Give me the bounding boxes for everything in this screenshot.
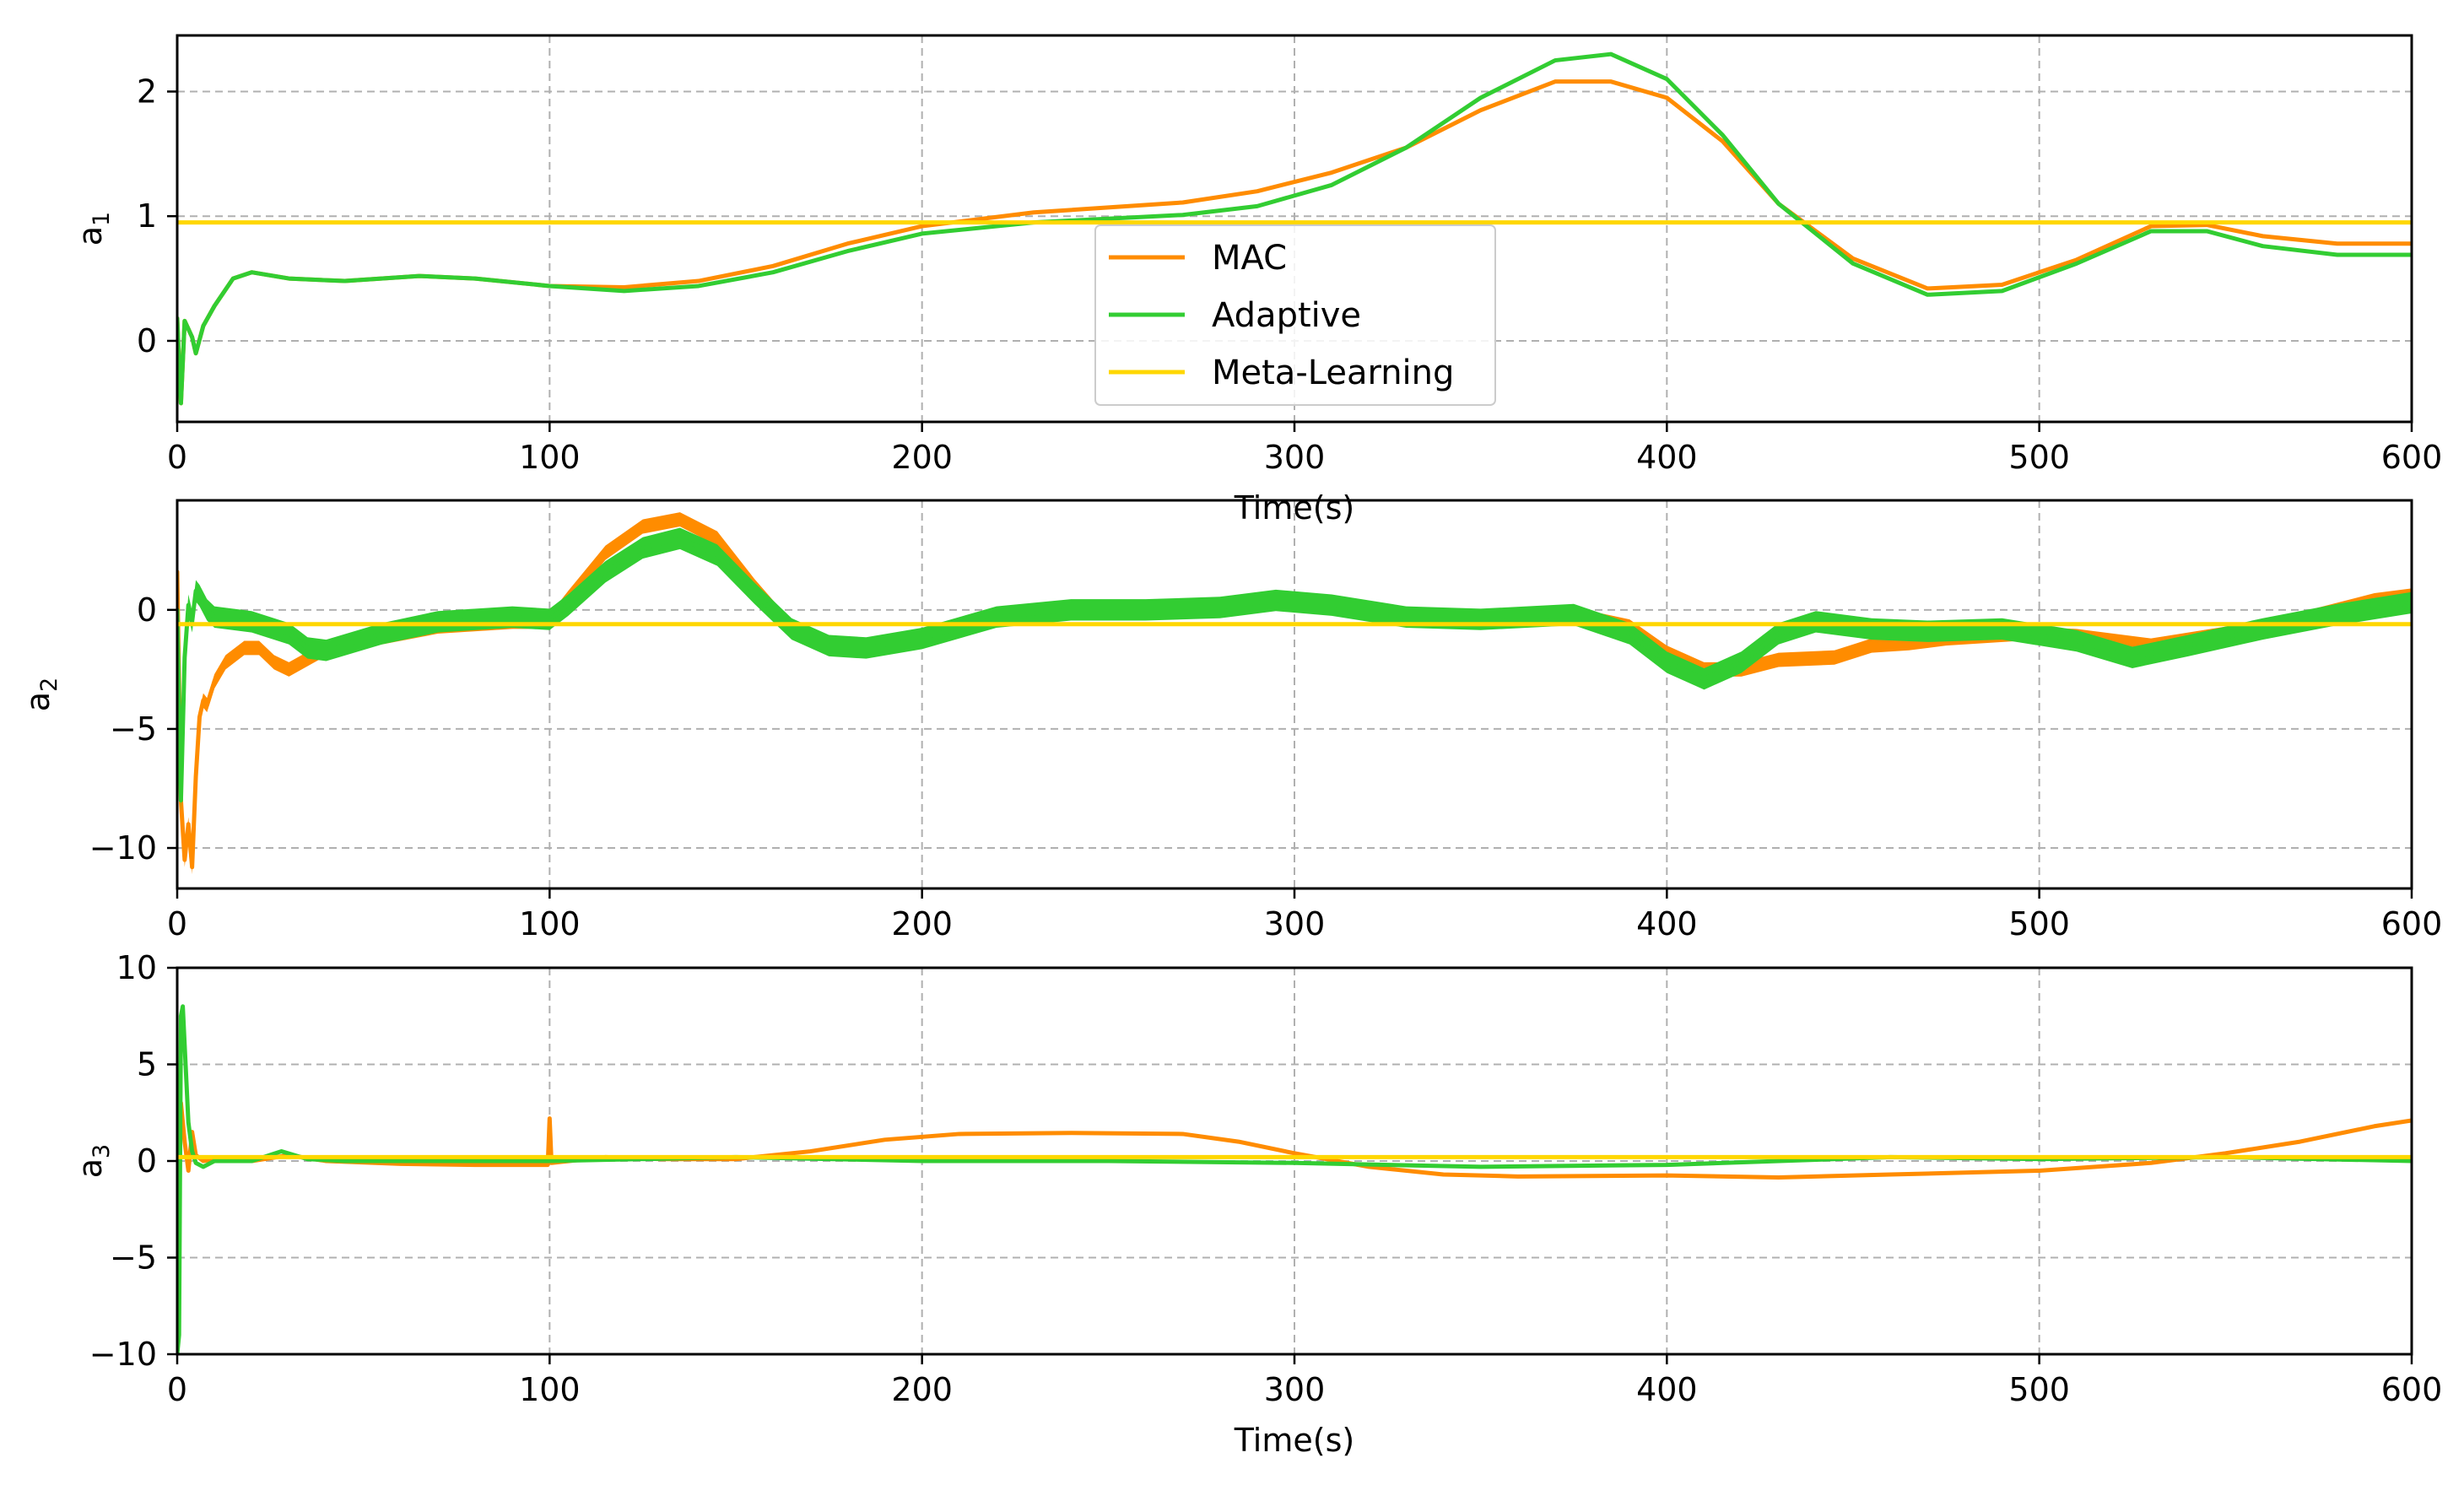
x-tick-label-a1-200: 200 [891,439,953,476]
y-tick-label-a1-1: 1 [137,197,157,235]
y-axis-label-base: a [72,1158,109,1178]
x-tick-label-a2-600: 600 [2381,905,2443,942]
x-tick-label-a2-500: 500 [2008,905,2070,942]
x-tick-label-a1-0: 0 [167,439,187,476]
y-axis-label-base: a [19,692,57,711]
legend-box [1094,224,1496,406]
x-tick-label-a3-600: 600 [2381,1371,2443,1408]
y-axis-label-a2: a2 [19,678,62,711]
y-tick-label-a3-3: −5 [110,1239,157,1277]
y-tick-label-a2-1: −5 [110,710,157,748]
x-tick-label-a2-100: 100 [519,905,581,942]
x-tick-label-a2-400: 400 [1636,905,1698,942]
x-tick-label-a1-600: 600 [2381,439,2443,476]
y-axis-label-a3: a3 [72,1144,115,1178]
y-tick-label-a3-2: 0 [137,1142,157,1180]
x-tick-label-a2-300: 300 [1264,905,1326,942]
x-tick-label-a3-0: 0 [167,1371,187,1408]
x-tick-label-a3-100: 100 [519,1371,581,1408]
y-tick-label-a1-0: 0 [137,322,157,359]
y-axis-label-base: a [72,226,109,246]
legend-label-adaptive: Adaptive [1212,296,1361,335]
y-axis-label-subscript: 3 [89,1144,115,1158]
x-tick-label-a1-100: 100 [519,439,581,476]
x-axis-label-a3: Time(s) [1234,1422,1354,1459]
y-tick-label-a2-0: 0 [137,591,157,629]
x-tick-label-a1-300: 300 [1264,439,1326,476]
legend-label-mac: MAC [1212,239,1287,278]
y-tick-label-a3-0: 10 [116,949,157,986]
y-axis-label-subscript: 2 [36,678,62,692]
x-tick-label-a1-400: 400 [1636,439,1698,476]
x-tick-label-a2-200: 200 [891,905,953,942]
legend-label-meta-learning: Meta-Learning [1212,354,1454,392]
x-tick-label-a1-500: 500 [2008,439,2070,476]
y-axis-label-subscript: 1 [89,212,115,226]
series-line-a2-adaptive [177,536,2412,803]
x-tick-label-a3-400: 400 [1636,1371,1698,1408]
y-tick-label-a2-2: −10 [89,829,157,867]
x-tick-label-a3-300: 300 [1264,1371,1326,1408]
x-tick-label-a3-500: 500 [2008,1371,2070,1408]
x-tick-label-a2-0: 0 [167,905,187,942]
x-tick-label-a3-200: 200 [891,1371,953,1408]
y-tick-label-a1-2: 2 [137,73,157,110]
y-axis-label-a1: a1 [72,212,115,246]
y-tick-label-a3-1: 5 [137,1046,157,1083]
y-tick-label-a3-4: −10 [89,1336,157,1373]
